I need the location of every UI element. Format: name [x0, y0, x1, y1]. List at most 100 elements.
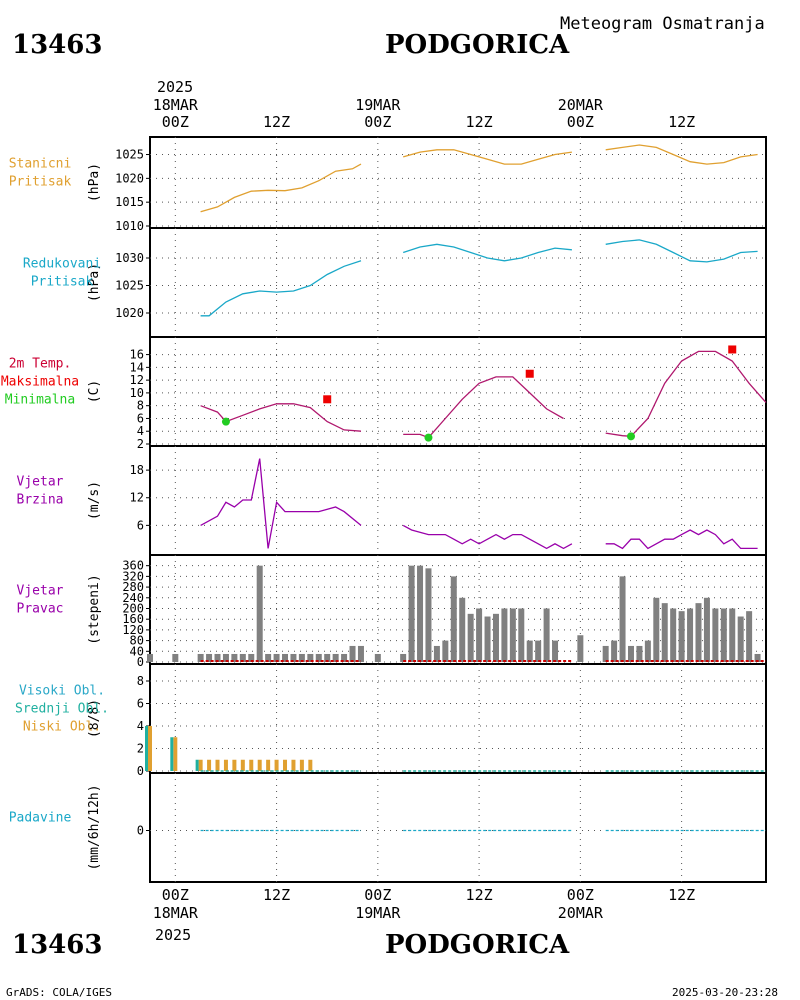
ytick-label: 1025: [115, 148, 144, 162]
reduced_pressure-series-line: [605, 239, 758, 263]
ytick-label: 200: [122, 601, 144, 615]
cloud-low-bar: [173, 737, 178, 771]
unit-label-p3: (C): [87, 380, 102, 403]
ytick-label: 12: [130, 373, 144, 387]
panel-label-p1: Pritisak: [9, 175, 72, 190]
unit-label-p2: (hPa): [87, 263, 102, 302]
wind-direction-bar: [518, 608, 525, 662]
wind-direction-bar: [248, 653, 255, 662]
ytick-label: 10: [130, 386, 144, 400]
wind-direction-bar: [374, 653, 381, 662]
ytick-label: 280: [122, 580, 144, 594]
panel-frame-p7: [149, 772, 767, 883]
ytick-label: 4: [137, 719, 144, 733]
panel-frame-p3: [149, 336, 767, 447]
ytick-label: 40: [130, 644, 144, 658]
cloud-low-bar: [291, 759, 296, 771]
wind-direction-bar: [695, 603, 702, 662]
wind-direction-bar: [678, 611, 685, 662]
time-tick-label-top: 12Z: [263, 113, 290, 131]
ytick-label: 8: [137, 399, 144, 413]
wind-direction-bar: [653, 597, 660, 662]
cloud-low-bar: [198, 759, 203, 771]
wind-direction-bar: [290, 653, 297, 662]
generation-timestamp: 2025-03-20-23:28: [672, 986, 778, 999]
cloud-low-bar: [283, 759, 288, 771]
wind-direction-bar: [332, 653, 339, 662]
ytick-label: 8: [137, 674, 144, 688]
ytick-label: 16: [130, 348, 144, 362]
ytick-label: 360: [122, 559, 144, 573]
panel-label-p6: Visoki Obl.: [19, 684, 105, 699]
panel-label-p6: Srednji Obl.: [15, 702, 109, 717]
wind-direction-bar: [459, 597, 466, 662]
ytick-label: 4: [137, 424, 144, 438]
time-tick-label-bottom: 00Z: [567, 886, 594, 904]
ytick-label: 0: [137, 655, 144, 669]
grads-credit: GrADS: COLA/IGES: [6, 986, 112, 999]
cloud-mid-bar: [195, 759, 199, 771]
ytick-label: 1015: [115, 195, 144, 209]
cloud-low-bar: [274, 759, 279, 771]
ytick-label: 1025: [115, 279, 144, 293]
time-date-label-bottom: 18MAR: [153, 904, 199, 922]
wind-direction-bar: [746, 611, 753, 662]
cloud-low-bar: [257, 759, 262, 771]
wind-direction-bar: [315, 653, 322, 662]
reduced_pressure-series-line: [200, 260, 362, 317]
wind-direction-bar: [341, 653, 348, 662]
temperature_2m-series-line: [605, 350, 767, 437]
station-id-top: 13463: [12, 30, 103, 60]
time-date-label-top: 19MAR: [355, 96, 401, 114]
ytick-label: 1030: [115, 251, 144, 265]
panel-frame-p2: [149, 227, 767, 338]
station-name-bottom: PODGORICA: [385, 930, 570, 960]
wind-direction-bar: [720, 608, 727, 662]
wind_speed-series-line: [200, 458, 362, 549]
temperature_2m-series-line: [200, 403, 362, 432]
ytick-label: 0: [137, 764, 144, 778]
wind-direction-bar: [450, 576, 457, 662]
tmax-marker: [525, 369, 534, 378]
tmin-marker: [221, 417, 230, 426]
wind-direction-bar: [501, 608, 508, 662]
wind-direction-bar: [197, 653, 204, 662]
wind-direction-bar: [636, 645, 643, 662]
cloud-low-bar: [308, 759, 313, 771]
wind_speed-series-line: [402, 524, 573, 550]
wind-direction-bar: [552, 640, 559, 662]
ytick-label: 160: [122, 612, 144, 626]
panel-label-p5: Vjetar: [17, 584, 64, 599]
cloud-low-bar: [266, 759, 271, 771]
wind-direction-bar: [357, 645, 364, 662]
wind-direction-bar: [644, 640, 651, 662]
station-name-top: PODGORICA: [385, 30, 570, 60]
panel-label-p7: Padavine: [9, 811, 72, 826]
wind-direction-bar: [222, 653, 229, 662]
ytick-label: 2: [137, 742, 144, 756]
wind-direction-bar: [492, 613, 499, 662]
tmin-marker: [626, 432, 635, 441]
time-tick-label-bottom: 00Z: [162, 886, 189, 904]
tmin-marker: [424, 433, 433, 442]
wind-direction-bar: [417, 565, 424, 662]
time-date-label-bottom: 20MAR: [558, 904, 604, 922]
unit-label-p7: (mm/6h/12h): [87, 784, 102, 870]
ytick-label: 1020: [115, 171, 144, 185]
time-tick-label-top: 00Z: [567, 113, 594, 131]
cloud-low-bar: [207, 759, 212, 771]
wind-direction-bar: [754, 653, 761, 662]
time-tick-label-top: 00Z: [364, 113, 391, 131]
wind-direction-bar: [729, 608, 736, 662]
reduced_pressure-series-line: [402, 243, 572, 262]
wind-direction-bar: [349, 645, 356, 662]
cloud-mid-bar: [170, 737, 174, 771]
panel-frame-p6: [149, 663, 767, 774]
wind-direction-bar: [509, 608, 516, 662]
ytick-label: 14: [130, 360, 144, 374]
panel-label-p5: Pravac: [17, 602, 64, 617]
wind-direction-bar: [298, 653, 305, 662]
cloud-mid-bar: [145, 726, 148, 771]
wind-direction-bar: [484, 616, 491, 662]
